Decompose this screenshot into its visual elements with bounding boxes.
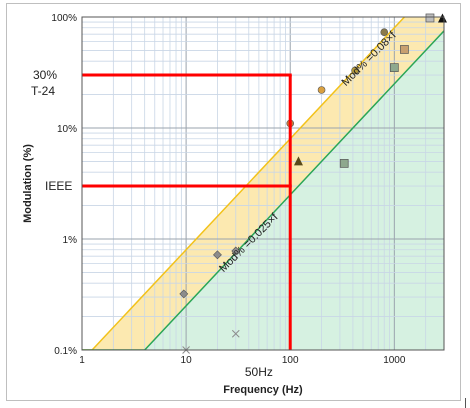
y-tick-label: 0.1% (54, 346, 77, 357)
data-point-square (389, 63, 399, 72)
y-tick-label: 10% (57, 124, 77, 135)
edge-tick (465, 398, 466, 408)
x-tick-label: 1000 (383, 355, 406, 366)
data-point-diamond (179, 289, 189, 299)
chart-frame: 1 10 100 1000 0.1% 1% 10% 100% Mod% =0.08×f Mod… (6, 3, 461, 401)
data-point-circle (317, 86, 326, 94)
flicker-modulation-chart: 1 10 100 1000 0.1%1%10%100% Mod% =0.08×fMod… (22, 13, 447, 396)
zone-edge-no-effect (82, 30, 444, 350)
data-points (179, 13, 447, 354)
red-reference-lines (82, 73, 292, 350)
x-tick-label: 1 (79, 355, 85, 366)
x-tick-label: 10 (181, 355, 193, 366)
data-point-square (425, 13, 435, 23)
zone-boundary-lines (82, 17, 444, 350)
data-point-diamond (231, 246, 241, 256)
y-axis-title: Modulation (%) (22, 144, 34, 223)
data-point-x (231, 329, 240, 338)
data-point-diamond (213, 250, 222, 260)
plot-border (81, 16, 445, 351)
zone-edge-low-risk (82, 17, 406, 350)
y-tick-labels: 0.1% 1% 10% 100% (51, 13, 77, 357)
zone-fill-no-effect (82, 30, 444, 350)
data-point-triangle (437, 13, 447, 23)
y-tick-label: 1% (63, 235, 78, 246)
risk-zones (82, 17, 444, 350)
y-tick-label: 100% (51, 13, 77, 24)
data-point-circle (380, 28, 389, 36)
x-tick-labels: 1 10 100 1000 (79, 355, 406, 366)
grid-lines (82, 17, 444, 350)
label-30-percent: 30% (33, 68, 57, 82)
data-point-triangle (293, 156, 303, 166)
data-point-circle (351, 66, 359, 75)
data-point-square (400, 45, 409, 54)
data-point-square (339, 159, 349, 168)
data-point-x-stroke (231, 329, 240, 338)
x-tick-label: 100 (282, 355, 299, 366)
x-axis-title: Frequency (Hz) (223, 384, 303, 396)
label-t24: T-24 (31, 84, 55, 98)
label-ieee: IEEE (45, 179, 72, 193)
annotations: 30% T-24 IEEE 50Hz (31, 68, 273, 379)
annotation-0: 50Hz (245, 365, 273, 379)
